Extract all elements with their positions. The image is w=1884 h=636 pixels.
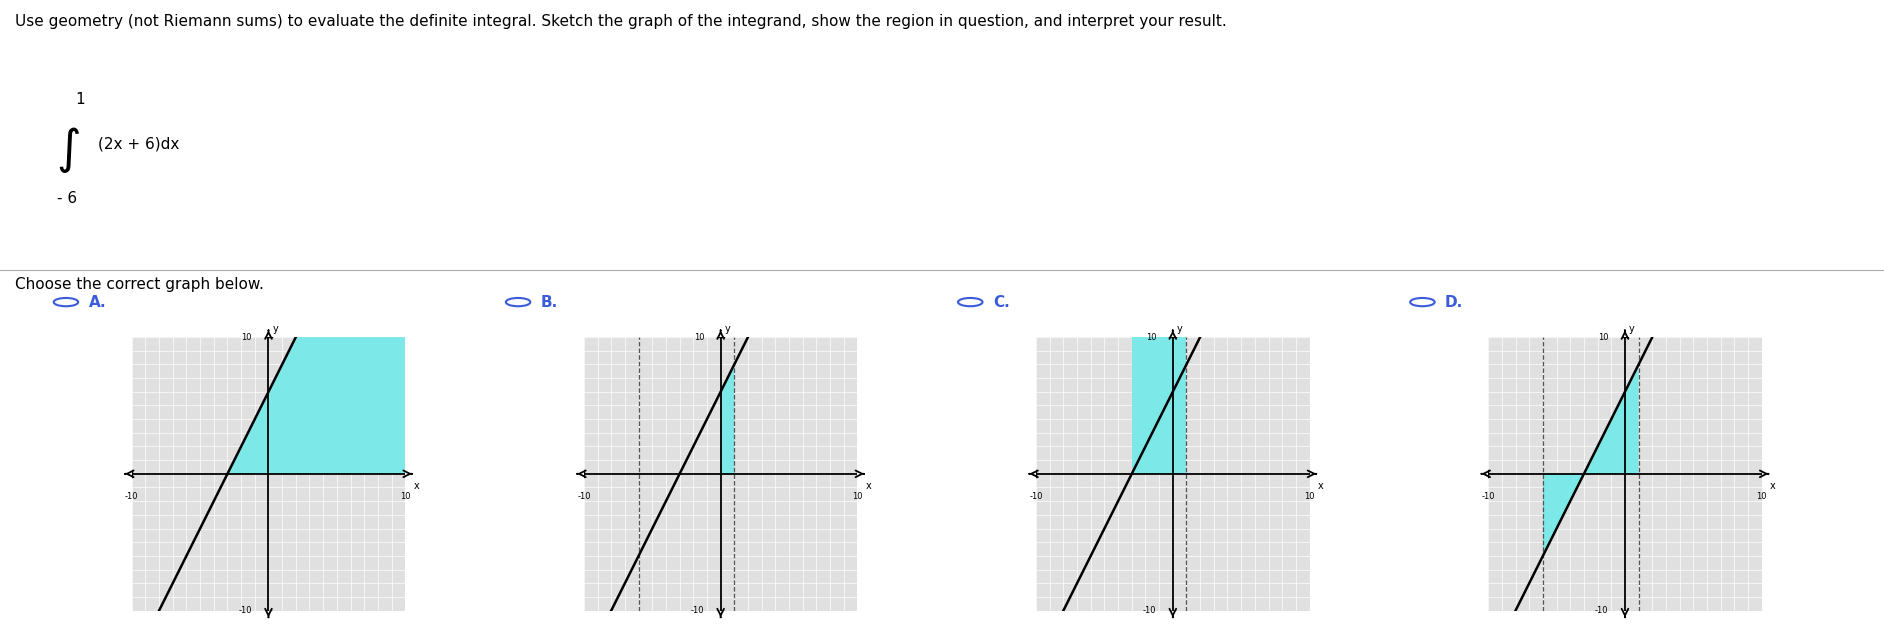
Text: x: x	[865, 481, 870, 491]
Polygon shape	[1584, 364, 1639, 474]
Text: 10: 10	[241, 333, 252, 342]
Text: -10: -10	[577, 492, 592, 501]
Text: y: y	[273, 324, 279, 334]
Text: (2x + 6)dx: (2x + 6)dx	[98, 137, 179, 152]
Text: -10: -10	[239, 606, 252, 615]
Text: Choose the correct graph below.: Choose the correct graph below.	[15, 277, 264, 292]
Text: -10: -10	[1144, 606, 1157, 615]
Text: y: y	[725, 324, 731, 334]
Polygon shape	[720, 364, 735, 474]
Text: 10: 10	[1756, 492, 1767, 501]
Text: ∫: ∫	[57, 127, 81, 172]
Text: A.: A.	[89, 294, 106, 310]
Text: x: x	[1769, 481, 1775, 491]
Text: x: x	[1317, 481, 1323, 491]
Text: B.: B.	[541, 294, 558, 310]
Text: 10: 10	[1145, 333, 1157, 342]
Text: 10: 10	[693, 333, 705, 342]
Text: x: x	[413, 481, 418, 491]
Text: D.: D.	[1445, 294, 1464, 310]
Text: y: y	[1178, 324, 1183, 334]
Text: y: y	[1630, 324, 1635, 334]
Bar	[1132, 337, 1187, 474]
Text: -10: -10	[1481, 492, 1496, 501]
Polygon shape	[228, 337, 405, 474]
Text: 10: 10	[1598, 333, 1609, 342]
Text: -10: -10	[1029, 492, 1044, 501]
Polygon shape	[1543, 474, 1584, 556]
Text: Use geometry (not Riemann sums) to evaluate the definite integral. Sketch the gr: Use geometry (not Riemann sums) to evalu…	[15, 14, 1226, 29]
Text: -10: -10	[691, 606, 705, 615]
Text: - 6: - 6	[57, 191, 77, 206]
Text: 1: 1	[75, 92, 85, 107]
Text: C.: C.	[993, 294, 1010, 310]
Text: 10: 10	[399, 492, 411, 501]
Text: 10: 10	[1304, 492, 1315, 501]
Text: -10: -10	[124, 492, 139, 501]
Text: -10: -10	[1596, 606, 1609, 615]
Text: 10: 10	[852, 492, 863, 501]
